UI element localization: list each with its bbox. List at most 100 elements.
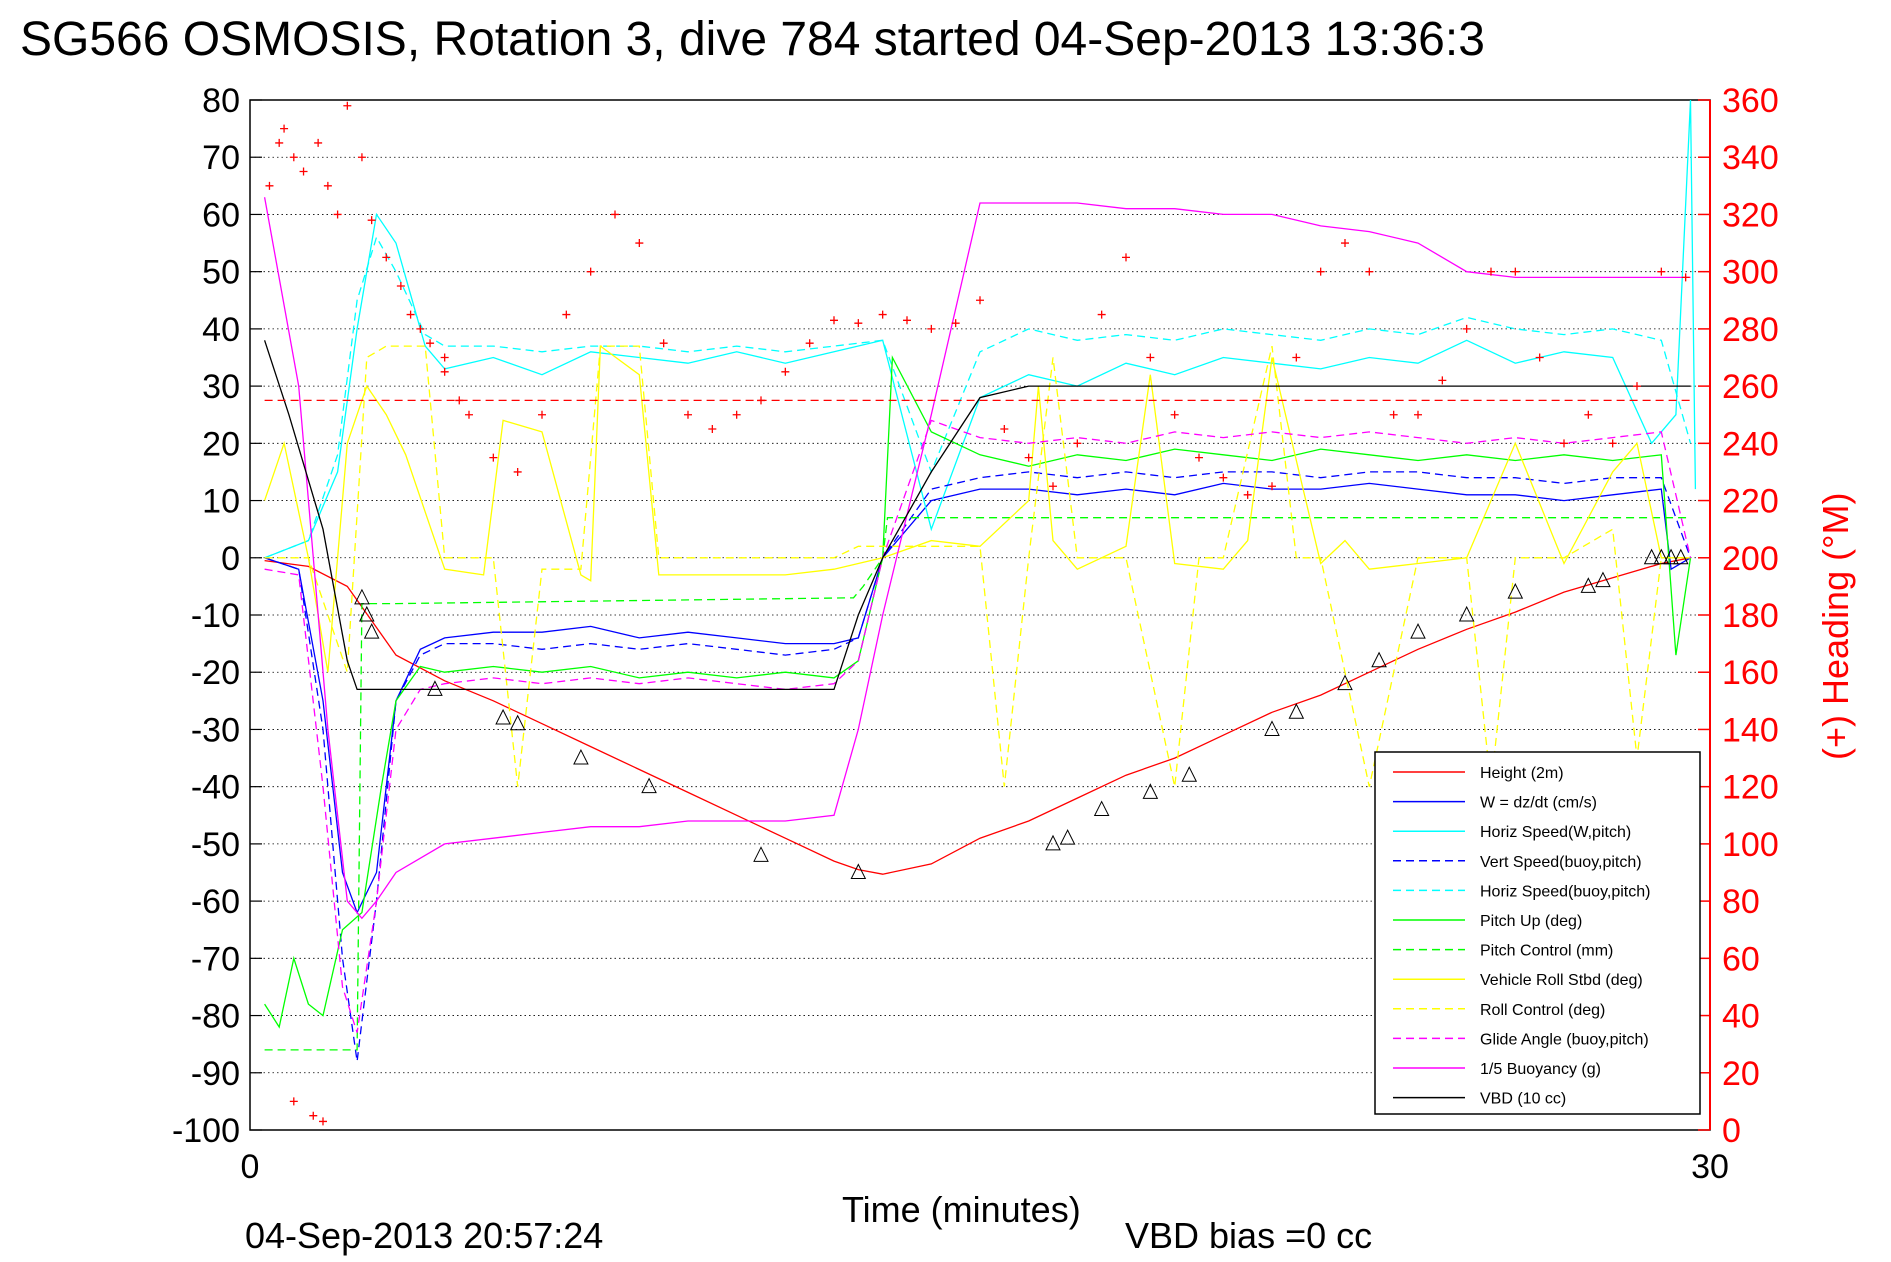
- heading-point: [1681, 273, 1690, 282]
- heading-point: [357, 153, 366, 162]
- depth-marker: [753, 846, 769, 862]
- right-tick-label: 260: [1722, 368, 1779, 406]
- heading-point: [951, 319, 960, 328]
- depth-marker: [1580, 577, 1597, 593]
- left-tick-label: -10: [191, 597, 240, 635]
- heading-point: [732, 410, 741, 419]
- series-line-height-2m: [264, 557, 1691, 875]
- heading-point: [854, 319, 863, 328]
- depth-marker: [641, 777, 657, 794]
- heading-point: [781, 367, 790, 376]
- depth-marker: [358, 605, 375, 622]
- depth-marker: [495, 708, 511, 725]
- right-tick-label: 160: [1722, 654, 1779, 692]
- heading-point: [319, 1117, 327, 1126]
- series-line-vbd-10-cc: [263, 340, 1691, 691]
- right-tick-label: 120: [1722, 769, 1779, 807]
- heading-point: [416, 324, 425, 333]
- x-tick-label: 30: [1691, 1148, 1729, 1186]
- depth-marker: [1045, 834, 1061, 851]
- heading-point: [396, 281, 405, 290]
- x-tick-label: 0: [241, 1148, 260, 1186]
- heading-point: [708, 425, 717, 434]
- series-line-roll-control-deg: [264, 345, 1691, 787]
- heading-point: [1122, 253, 1130, 262]
- right-tick-label: 320: [1722, 196, 1779, 234]
- depth-marker: [1672, 548, 1689, 565]
- heading-point: [903, 316, 911, 325]
- series-line-glide-angle-buoy-pitch: [264, 419, 1692, 1033]
- depth-marker: [1181, 766, 1198, 782]
- heading-point: [367, 216, 376, 225]
- depth-marker: [509, 714, 526, 731]
- legend-label-w-dz-dt-cm-s: W = dz/dt (cm/s): [1480, 795, 1597, 812]
- footer-vbd-bias: VBD bias =0 cc: [1125, 1215, 1372, 1256]
- heading-points-layer: [265, 101, 1690, 1126]
- right-tick-label: 140: [1722, 711, 1779, 749]
- heading-point: [1219, 473, 1228, 482]
- legend-label-roll-control-deg: Roll Control (deg): [1480, 1002, 1605, 1019]
- heading-point: [562, 310, 571, 319]
- heading-point: [275, 138, 284, 147]
- depth-marker: [1337, 674, 1353, 691]
- heading-point: [333, 210, 342, 219]
- heading-point: [1195, 453, 1203, 462]
- series-line-pitch-control-mm: [264, 517, 1691, 1051]
- heading-point: [1389, 410, 1398, 419]
- series-line-1-5-buoyancy-g: [263, 197, 1691, 920]
- heading-point: [1584, 410, 1593, 419]
- heading-point: [1462, 324, 1471, 333]
- heading-point: [1073, 439, 1082, 448]
- heading-point: [1414, 410, 1422, 419]
- depth-marker: [1264, 720, 1280, 736]
- left-tick-label: -100: [172, 1112, 240, 1150]
- legend-label-vert-speed-buoy-pitch: Vert Speed(buoy,pitch): [1480, 854, 1642, 871]
- heading-point: [830, 316, 838, 325]
- heading-point: [1316, 267, 1325, 276]
- left-tick-label: 30: [202, 368, 240, 406]
- heading-point: [1097, 310, 1106, 319]
- legend-label-height-2m: Height (2m): [1480, 765, 1564, 782]
- right-tick-label: 40: [1722, 998, 1760, 1036]
- legend-label-pitch-control-mm: Pitch Control (mm): [1480, 943, 1613, 960]
- depth-marker: [1595, 571, 1611, 588]
- right-tick-label: 240: [1722, 425, 1779, 463]
- heading-point: [1365, 267, 1374, 276]
- heading-point: [1341, 239, 1349, 248]
- heading-point: [611, 210, 619, 219]
- legend-label-vehicle-roll-stbd-deg: Vehicle Roll Stbd (deg): [1480, 972, 1643, 989]
- right-tick-label: 340: [1722, 139, 1779, 177]
- heading-point: [440, 353, 449, 362]
- heading-point: [1438, 376, 1447, 385]
- right-tick-label: 100: [1722, 826, 1779, 864]
- heading-point: [314, 138, 323, 147]
- legend-label-pitch-up-deg: Pitch Up (deg): [1480, 913, 1582, 930]
- footer-timestamp: 04-Sep-2013 20:57:24: [245, 1215, 603, 1256]
- series-line-vert-speed-buoy-pitch: [264, 471, 1692, 1062]
- heading-point: [1000, 425, 1009, 434]
- depth-marker: [363, 623, 380, 639]
- heading-point: [513, 467, 522, 476]
- legend-box: [1374, 751, 1701, 1115]
- left-tick-label: 40: [202, 311, 240, 349]
- left-tick-label: 60: [202, 196, 240, 234]
- heading-point: [1170, 410, 1179, 419]
- right-axis-ticks: 3603403203002802602402202001801601401201…: [1698, 82, 1779, 1150]
- legend-label-1-5-buoyancy-g: 1/5 Buoyancy (g): [1480, 1061, 1601, 1078]
- left-tick-label: -20: [191, 654, 240, 692]
- depth-marker: [573, 748, 589, 765]
- series-line-horiz-speed-buoy-pitch: [264, 235, 1692, 559]
- heading-point: [265, 181, 274, 190]
- left-tick-label: -40: [191, 769, 240, 807]
- depth-marker: [1093, 800, 1110, 817]
- left-axis-ticks: 80 70 60 50 40 30 20 10 0 -10 -20 -30 -40 -50 -60 -70 -8…: [172, 82, 262, 1150]
- heading-point: [1146, 353, 1155, 362]
- heading-point: [538, 410, 546, 419]
- legend-label-glide-angle-buoy-pitch: Glide Angle (buoy,pitch): [1480, 1031, 1649, 1048]
- heading-point: [1633, 382, 1641, 391]
- heading-point: [309, 1111, 318, 1120]
- depth-marker: [354, 588, 370, 605]
- depth-marker: [1663, 548, 1679, 565]
- right-tick-label: 180: [1722, 597, 1779, 635]
